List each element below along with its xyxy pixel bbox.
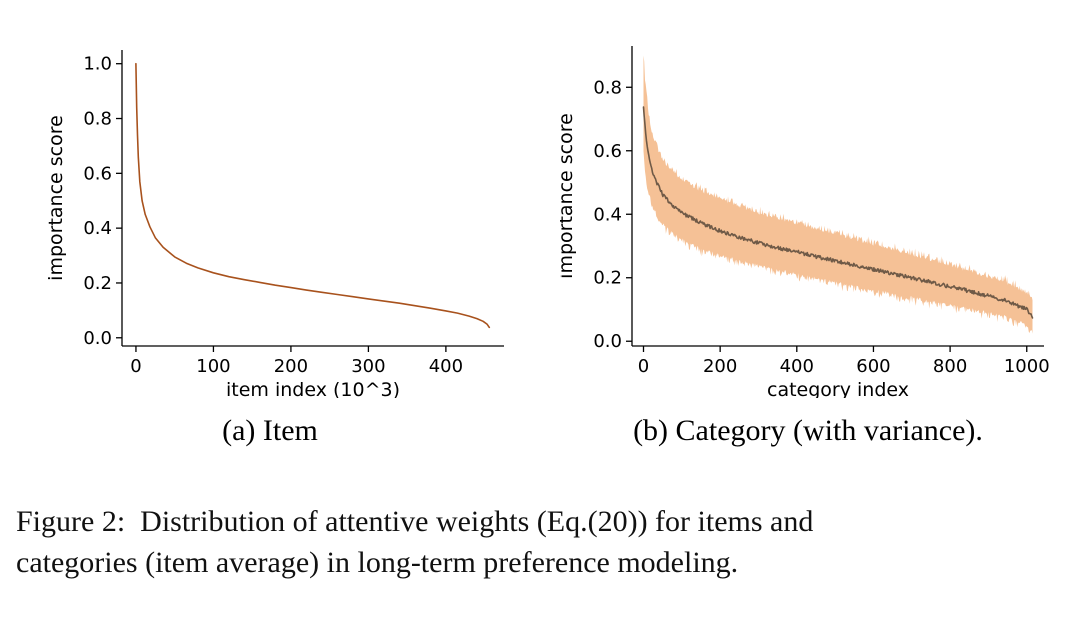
x-tick-label: 800: [933, 356, 967, 377]
chart-item-importance: 0 100 200 300 400 0.0 0.2 0.4 0.6 0.8 1.0 item inde…: [20, 8, 520, 398]
y-tick-label: 0.2: [593, 268, 622, 289]
y-tick-label: 0.6: [593, 141, 622, 162]
y-tick-label: 0.4: [83, 218, 112, 239]
x-tick-label: 0: [130, 356, 141, 377]
x-tick-label: 200: [703, 356, 737, 377]
subcaption-item: (a) Item: [222, 414, 318, 447]
y-tick-label: 0.0: [83, 328, 112, 349]
chart-category-importance: 0 200 400 600 800 1000 0.0 0.2 0.4 0.6 0.8 category…: [560, 8, 1060, 398]
x-tick-label: 600: [856, 356, 890, 377]
x-tick-label: 300: [351, 356, 385, 377]
charts-row: 0 100 200 300 400 0.0 0.2 0.4 0.6 0.8 1.0 item inde…: [20, 8, 1060, 398]
x-tick-label: 400: [780, 356, 814, 377]
x-tick-label: 200: [274, 356, 308, 377]
x-tick-label: 0: [638, 356, 649, 377]
y-tick-label: 0.8: [83, 109, 112, 130]
x-tick-label: 400: [429, 356, 463, 377]
variance-band: [643, 55, 1033, 334]
y-tick-label: 1.0: [83, 54, 112, 75]
subcaption-row: (a) Item (b) Category (with variance).: [0, 414, 1080, 458]
series-line: [642, 106, 1034, 319]
y-tick-label: 0.8: [593, 77, 622, 98]
y-axis-label: importance score: [560, 113, 577, 279]
caption-line-2: categories (item average) in long-term p…: [16, 546, 739, 580]
y-tick-label: 0.2: [83, 273, 112, 294]
y-tick-label: 0.4: [593, 204, 622, 225]
caption-line-1: Figure 2: Distribution of attentive weig…: [16, 505, 814, 538]
series-line: [135, 62, 491, 329]
figure-caption: Figure 2: Distribution of attentive weig…: [16, 501, 1068, 584]
y-tick-label: 0.6: [83, 163, 112, 184]
x-tick-label: 100: [196, 356, 230, 377]
x-axis-label: item index (10^3): [226, 379, 400, 398]
x-tick-label: 1000: [1004, 356, 1050, 377]
y-tick-label: 0.0: [593, 331, 622, 352]
x-axis-label: category index: [767, 379, 909, 398]
y-axis-label: importance score: [45, 115, 67, 281]
subcaption-category: (b) Category (with variance).: [633, 414, 983, 447]
